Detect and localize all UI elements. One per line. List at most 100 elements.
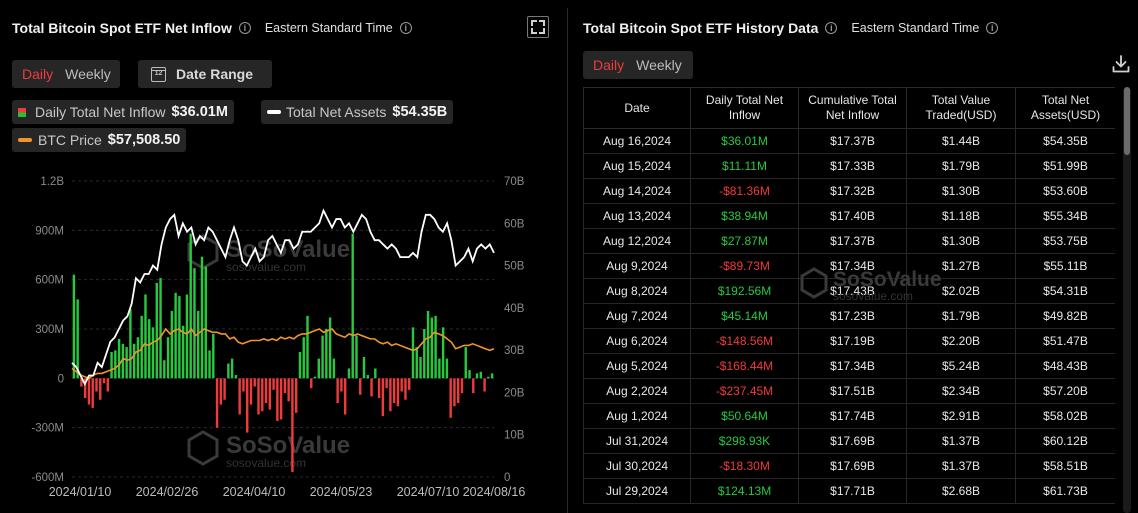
table-row[interactable]: Aug 9,2024 -$89.73M $17.34B $1.27B $55.11B <box>583 253 1115 279</box>
y-right-tick-label: 20B <box>504 387 525 399</box>
legend-assets-value: $54.35B <box>392 104 448 120</box>
download-icon[interactable] <box>1111 54 1131 74</box>
inflow-bar <box>272 378 275 390</box>
table-row[interactable]: Jul 30,2024 -$18.30M $17.69B $1.37B $58.51B <box>583 453 1115 479</box>
cell-date: Aug 12,2024 <box>583 228 691 254</box>
cell-value-traded: $1.79B <box>906 153 1016 179</box>
net-inflow-chart[interactable]: SoSoValuesosovalue.comSoSoValuesosovalue… <box>0 165 560 513</box>
inflow-bar <box>132 343 136 379</box>
info-icon[interactable]: i <box>986 22 999 34</box>
cell-net-assets: $51.47B <box>1015 328 1115 354</box>
table-row[interactable]: Aug 13,2024 $38.94M $17.40B $1.18B $55.34B <box>583 203 1115 229</box>
table-row[interactable]: Aug 12,2024 $27.87M $17.37B $1.30B $53.75B <box>583 228 1115 254</box>
table-row[interactable]: Aug 15,2024 $11.11M $17.33B $1.79B $51.99B <box>583 153 1115 179</box>
table-row[interactable]: Aug 5,2024 -$168.44M $17.34B $5.24B $48.43B <box>583 353 1115 379</box>
table-row[interactable]: Aug 2,2024 -$237.45M $17.51B $2.34B $57.20B <box>583 378 1115 404</box>
table-row[interactable]: Aug 14,2024 -$81.36M $17.32B $1.30B $53.60B <box>583 178 1115 204</box>
cell-net-assets: $53.75B <box>1015 228 1115 254</box>
y-left-tick-label: -600M <box>31 472 64 484</box>
cell-value-traded: $1.37B <box>906 428 1016 454</box>
y-left-tick-label: 900M <box>35 225 64 237</box>
inflow-bar <box>321 335 324 379</box>
legend-btc[interactable]: BTC Price $57,508.50 <box>12 128 187 152</box>
cell-daily-inflow: $298.93K <box>690 428 799 454</box>
inflow-bar <box>193 268 196 379</box>
scroll-thumb[interactable] <box>1124 87 1130 155</box>
inflow-bar <box>389 378 392 412</box>
cell-cumulative-inflow: $17.37B <box>798 128 907 154</box>
inflow-bar <box>200 256 204 379</box>
inflow-bar <box>189 233 192 379</box>
cell-cumulative-inflow: $17.69B <box>798 453 907 479</box>
inflow-bar <box>351 233 354 379</box>
table-row[interactable]: Aug 16,2024 $36.01M $17.37B $1.44B $54.35B <box>583 128 1115 154</box>
table-row[interactable]: Aug 6,2024 -$148.56M $17.19B $2.20B $51.47B <box>583 328 1115 354</box>
legend-btc-value: $57,508.50 <box>107 132 181 148</box>
inflow-bar <box>95 378 98 392</box>
inflow-bar <box>276 378 279 422</box>
tab-daily[interactable]: Daily <box>22 66 54 82</box>
inflow-bar <box>343 378 347 415</box>
cell-cumulative-inflow: $17.34B <box>798 253 907 279</box>
inflow-bar <box>181 325 185 379</box>
inflow-bar <box>445 358 449 379</box>
column-header-value-traded[interactable]: Total Value Traded(USD) <box>906 87 1016 129</box>
y-right-tick-label: 60B <box>504 218 525 230</box>
table-row[interactable]: Aug 8,2024 $192.56M $17.43B $2.02B $54.31B <box>583 278 1115 304</box>
legend-assets[interactable]: Total Net Assets $54.35B <box>261 100 454 124</box>
table-scrollbar[interactable] <box>1123 87 1131 513</box>
column-header-net-assets[interactable]: Total Net Assets(USD) <box>1015 87 1115 129</box>
y-left-tick-label: -300M <box>31 423 64 435</box>
cell-net-assets: $61.73B <box>1015 478 1115 504</box>
fullscreen-icon[interactable] <box>527 16 549 38</box>
inflow-bar <box>441 327 445 379</box>
table-row[interactable]: Aug 7,2024 $45.14M $17.23B $1.79B $49.82B <box>583 303 1115 329</box>
cell-net-assets: $53.60B <box>1015 178 1115 204</box>
cell-net-assets: $57.20B <box>1015 378 1115 404</box>
table-row[interactable]: Jul 29,2024 $124.13M $17.71B $2.68B $61.73B <box>583 478 1115 504</box>
inflow-bar <box>117 338 121 379</box>
info-icon[interactable]: i <box>825 22 838 34</box>
tab-weekly[interactable]: Weekly <box>65 66 111 82</box>
cell-cumulative-inflow: $17.71B <box>798 478 907 504</box>
net-inflow-header: Total Bitcoin Spot ETF Net Inflow i East… <box>12 20 412 36</box>
history-table-container[interactable]: Date Daily Total Net Inflow Cumulative T… <box>583 87 1115 513</box>
inflow-bar <box>102 378 106 384</box>
table-row[interactable]: Aug 1,2024 $50.64M $17.74B $2.91B $58.02B <box>583 403 1115 429</box>
inflow-bar <box>129 309 132 379</box>
inflow-bar <box>483 378 486 392</box>
inflow-bar <box>479 371 483 379</box>
column-header-cumulative-inflow[interactable]: Cumulative Total Net Inflow <box>798 87 907 129</box>
cell-date: Aug 14,2024 <box>583 178 691 204</box>
y-left-tick-label: 600M <box>35 275 64 287</box>
date-range-button[interactable]: 12 Date Range <box>138 60 272 88</box>
inflow-bar <box>460 378 464 394</box>
chart-title: Total Bitcoin Spot ETF Net Inflow <box>12 20 232 36</box>
cell-net-assets: $58.02B <box>1015 403 1115 429</box>
inflow-bar <box>468 370 471 379</box>
inflow-bar <box>110 352 113 379</box>
btc-price-line <box>71 327 495 380</box>
tab-daily[interactable]: Daily <box>593 57 625 73</box>
cell-value-traded: $2.91B <box>906 403 1016 429</box>
cell-date: Aug 7,2024 <box>583 303 691 329</box>
cell-cumulative-inflow: $17.23B <box>798 303 907 329</box>
column-header-date[interactable]: Date <box>583 87 691 129</box>
cell-value-traded: $5.24B <box>906 353 1016 379</box>
inflow-bar <box>227 363 230 379</box>
inflow-bar <box>381 378 385 417</box>
legend-inflow[interactable]: Daily Total Net Inflow $36.01M <box>12 100 234 124</box>
table-row[interactable]: Jul 31,2024 $298.93K $17.69B $1.37B $60.12B <box>583 428 1115 454</box>
info-icon[interactable]: i <box>238 22 251 34</box>
y-right-tick-label: 70B <box>504 176 525 188</box>
column-header-daily-inflow[interactable]: Daily Total Net Inflow <box>690 87 799 129</box>
inflow-bar <box>76 299 79 379</box>
tab-weekly[interactable]: Weekly <box>636 57 682 73</box>
inflow-bar <box>423 329 426 379</box>
inflow-swatch <box>18 107 26 117</box>
inflow-bar <box>114 350 117 379</box>
y-left-tick-label: 300M <box>35 324 64 336</box>
inflow-bar <box>400 378 403 392</box>
cell-net-assets: $54.35B <box>1015 128 1115 154</box>
info-icon[interactable]: i <box>399 22 412 34</box>
